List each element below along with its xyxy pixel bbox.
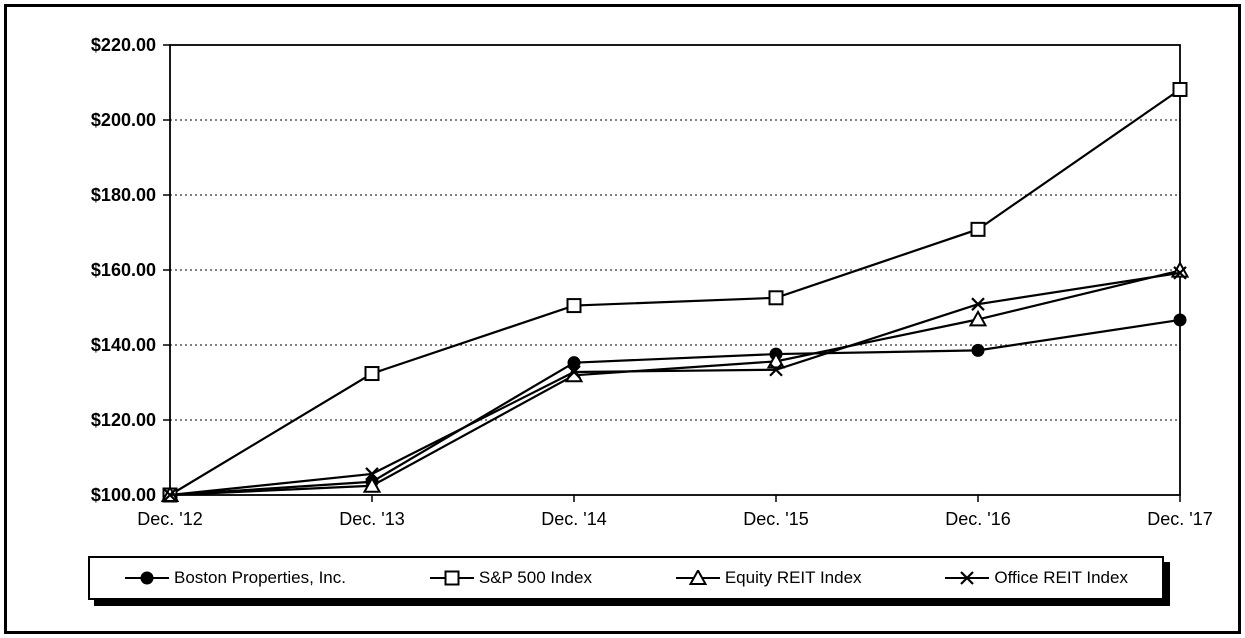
x-cross-marker: [163, 488, 177, 502]
legend-label-sp500: S&P 500 Index: [478, 568, 592, 587]
x-cross-marker: [365, 467, 379, 481]
open-square-marker: [566, 298, 582, 314]
x-cross-marker-icon: [945, 571, 990, 585]
x-tick-label: Dec. '16: [945, 509, 1010, 529]
legend-label-equity-reit: Equity REIT Index: [724, 568, 862, 587]
filled-circle-marker: [140, 571, 154, 585]
filled-circle-marker: [1173, 313, 1187, 327]
x-tick-label: Dec. '15: [743, 509, 808, 529]
open-square-marker: [768, 290, 784, 306]
x-tick-label: Dec. '13: [339, 509, 404, 529]
open-square-marker: [444, 570, 460, 586]
y-tick-label: $220.00: [91, 35, 156, 55]
open-triangle-marker: [362, 476, 382, 493]
x-cross-marker: [1173, 266, 1187, 280]
x-tick-label: Dec. '12: [137, 509, 202, 529]
legend-label-boston-properties: Boston Properties, Inc.: [174, 568, 346, 587]
filled-circle-marker: [971, 343, 985, 357]
open-triangle-marker-icon: [675, 570, 720, 585]
y-tick-label: $160.00: [91, 260, 156, 280]
open-square-marker: [1172, 81, 1188, 97]
series-line: [169, 88, 1181, 496]
x-tick-label: Dec. '17: [1147, 509, 1212, 529]
x-cross-marker: [769, 362, 783, 377]
legend-label-office-reit: Office REIT Index: [994, 568, 1128, 587]
legend-item-boston-properties: Boston Properties, Inc.: [124, 568, 346, 588]
filled-circle-marker-icon: [125, 571, 169, 585]
y-tick-label: $200.00: [91, 110, 156, 130]
open-square-marker-icon: [429, 570, 474, 586]
y-tick-label: $140.00: [91, 335, 156, 355]
y-tick-label: $180.00: [91, 185, 156, 205]
gridlines: [170, 119, 1180, 421]
series-line: [169, 271, 1181, 497]
open-square-marker: [364, 366, 380, 382]
y-tick-label: $100.00: [91, 485, 156, 505]
x-tick-label: Dec. '14: [541, 509, 606, 529]
open-triangle-marker: [688, 570, 708, 585]
series-line: [169, 269, 1181, 497]
page-border: [4, 4, 1241, 634]
open-square-marker: [970, 221, 986, 237]
legend-item-equity-reit: Equity REIT Index: [675, 568, 862, 588]
open-triangle-marker: [766, 351, 786, 369]
legend-item-office-reit: Office REIT Index: [944, 568, 1128, 588]
x-cross-marker: [971, 297, 985, 311]
x-cross-marker: [567, 365, 581, 379]
filled-circle-marker: [567, 356, 581, 370]
legend-item-sp500: S&P 500 Index: [429, 568, 592, 588]
y-axis: $100.00 $120.00 $140.00 $160.00 $180.00 $200.…: [91, 35, 170, 505]
y-tick-label: $120.00: [91, 410, 156, 430]
x-cross-marker: [960, 571, 975, 585]
x-axis: Dec. '12 Dec. '13 Dec. '14 Dec. '15 Dec. '16…: [137, 495, 1213, 529]
series-line: [169, 318, 1181, 497]
open-triangle-marker: [968, 309, 988, 327]
legend-box: Boston Properties, Inc. S&P 500 Index Eq…: [88, 556, 1164, 600]
